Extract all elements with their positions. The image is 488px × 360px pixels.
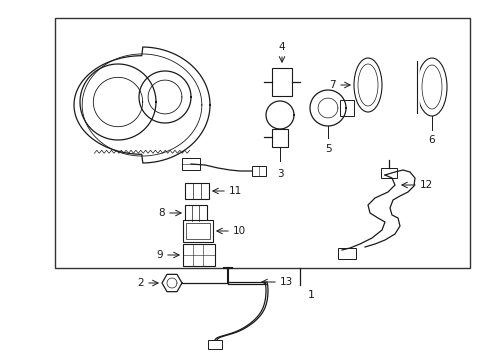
Text: 6: 6 xyxy=(428,135,434,145)
Bar xyxy=(380,168,396,178)
Text: 13: 13 xyxy=(280,277,293,287)
Text: 8: 8 xyxy=(158,208,164,218)
Text: 4: 4 xyxy=(278,42,285,52)
Text: 9: 9 xyxy=(156,250,163,260)
Bar xyxy=(185,223,209,239)
Bar xyxy=(271,68,291,96)
Bar xyxy=(55,18,469,268)
Text: 1: 1 xyxy=(307,290,314,300)
Bar xyxy=(183,220,213,242)
Text: 12: 12 xyxy=(419,180,432,190)
Bar xyxy=(339,100,353,116)
Text: 5: 5 xyxy=(324,144,331,154)
Bar xyxy=(207,340,222,349)
Text: 11: 11 xyxy=(228,186,242,196)
Bar xyxy=(182,158,200,170)
Text: 10: 10 xyxy=(232,226,245,236)
Bar xyxy=(184,183,208,199)
Bar xyxy=(271,129,287,147)
Ellipse shape xyxy=(416,58,446,116)
Text: 3: 3 xyxy=(276,169,283,179)
Text: 7: 7 xyxy=(329,80,335,90)
Text: 2: 2 xyxy=(137,278,143,288)
Bar xyxy=(184,205,206,221)
Ellipse shape xyxy=(353,58,381,112)
Bar xyxy=(337,248,355,259)
Bar xyxy=(251,166,265,176)
Bar xyxy=(183,244,215,266)
